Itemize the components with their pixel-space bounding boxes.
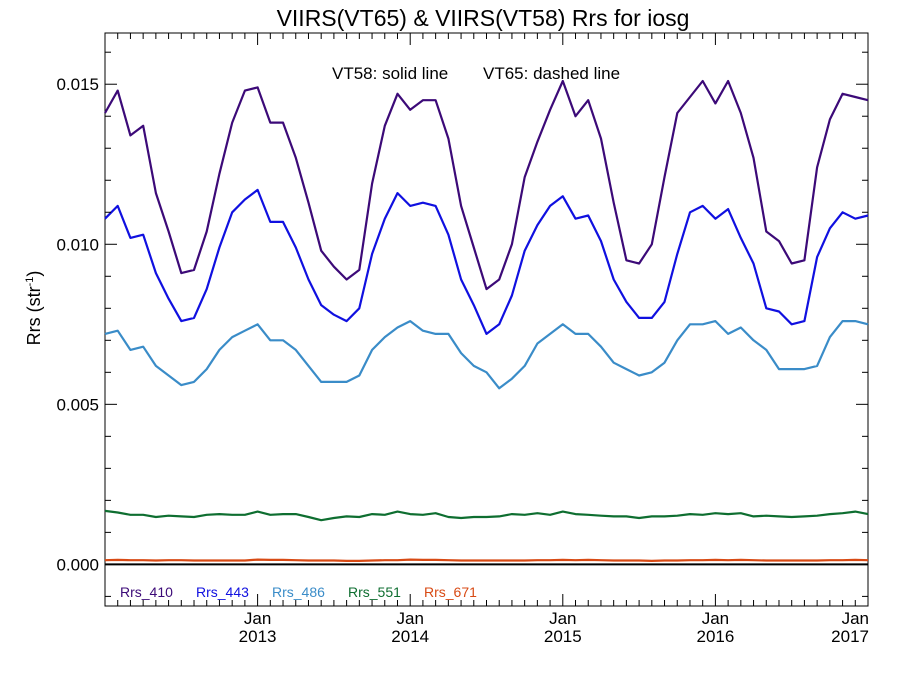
x-tick-year-label: 2015 xyxy=(544,627,582,646)
x-tick-year-label: 2017 xyxy=(831,627,869,646)
y-tick-label: 0.000 xyxy=(56,555,99,574)
legend-label-rrs-551: Rrs_551 xyxy=(348,584,401,600)
x-tick-month-label: Jan xyxy=(396,609,423,628)
y-axis-label: Rrs (str-1) xyxy=(24,271,44,346)
legend-label-rrs-410: Rrs_410 xyxy=(120,584,173,600)
series-line-rrs-671 xyxy=(104,558,869,563)
chart-title: VIIRS(VT65) & VIIRS(VT58) Rrs for iosg xyxy=(277,5,690,31)
legend-label-rrs-443: Rrs_443 xyxy=(196,584,249,600)
y-axis-label-close: ) xyxy=(24,271,44,277)
y-tick-label: 0.010 xyxy=(56,235,99,254)
x-tick-month-label: Jan xyxy=(244,609,271,628)
legend-label-rrs-671: Rrs_671 xyxy=(424,584,477,600)
annotation-solid: VT58: solid line xyxy=(332,64,448,83)
series-line-rrs-410 xyxy=(104,79,869,291)
x-tick-month-label: Jan xyxy=(842,609,869,628)
series-line-rrs-551 xyxy=(104,509,869,522)
series-line-rrs-443 xyxy=(104,188,869,335)
y-axis-label-sup: -1 xyxy=(24,277,36,287)
legend-label-rrs-486: Rrs_486 xyxy=(272,584,325,600)
x-tick-year-label: 2013 xyxy=(239,627,277,646)
x-tick-year-label: 2014 xyxy=(391,627,429,646)
plot-frame xyxy=(104,32,869,607)
series-line-rrs-486 xyxy=(104,320,869,390)
y-axis-label-main: Rrs (str xyxy=(24,286,44,345)
x-tick-year-label: 2016 xyxy=(696,627,734,646)
annotation-dashed: VT65: dashed line xyxy=(483,64,620,83)
y-tick-label: 0.005 xyxy=(56,395,99,414)
y-tick-label: 0.015 xyxy=(56,75,99,94)
x-tick-month-label: Jan xyxy=(549,609,576,628)
x-tick-month-label: Jan xyxy=(702,609,729,628)
